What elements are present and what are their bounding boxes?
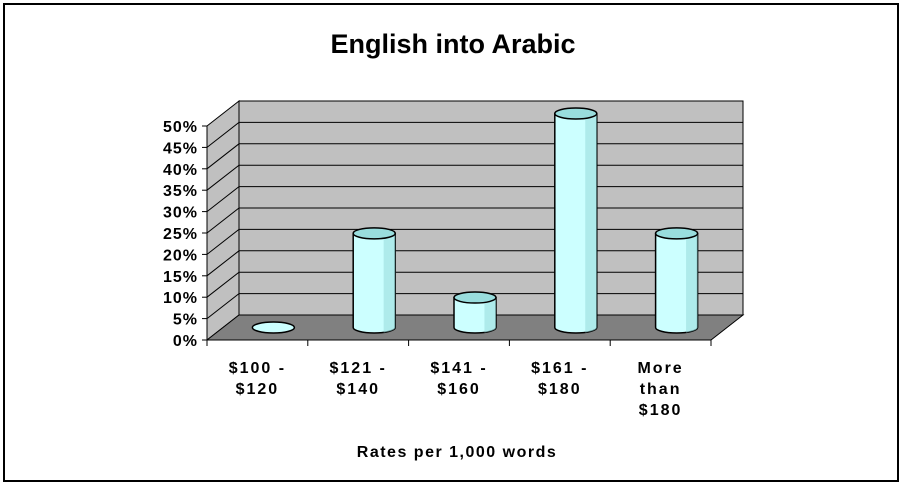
plot-area: 0% 5% 10% 15% 20% 25% 30% 35% 40% 45% 50% $100 - $12… (163, 99, 745, 419)
x-tick-label: $141 - (430, 360, 487, 377)
y-tick-label: 25% (163, 226, 198, 243)
y-tick-label: 10% (163, 290, 198, 307)
y-tick-label: 0% (173, 333, 198, 350)
bar (654, 227, 699, 334)
y-tick-label: 35% (163, 183, 198, 200)
bar-cap (554, 107, 598, 120)
x-tick-label: $140 (336, 381, 380, 398)
bar-shade (585, 113, 597, 333)
y-tick-label: 40% (163, 162, 198, 179)
x-tick-label: than (640, 381, 682, 398)
chart-frame: English into Arabic 0% 5% 10% 15% 20% 25% 30% 3… (3, 3, 899, 482)
x-tick-label: $160 (437, 381, 481, 398)
x-tick-label: $180 (538, 381, 582, 398)
y-tick-label: 15% (163, 269, 198, 286)
bar-shade (686, 233, 698, 333)
bar (352, 227, 396, 334)
chart-svg: English into Arabic 0% 5% 10% 15% 20% 25% 30% 3… (163, 29, 745, 461)
x-tick-label: $180 (639, 402, 683, 419)
y-tick-label: 5% (173, 312, 198, 329)
bar-shade (383, 233, 396, 333)
bar-cap (352, 227, 396, 240)
bar-cap (251, 321, 296, 334)
x-tick-label: More (637, 360, 683, 377)
y-tick-label: 45% (163, 140, 198, 157)
bar-cap (654, 227, 699, 240)
y-tick-label: 20% (163, 247, 198, 264)
bar-cap (453, 291, 497, 304)
y-tick-label: 50% (163, 119, 198, 136)
x-axis-title: Rates per 1,000 words (357, 444, 557, 461)
x-tick-label: $100 - (229, 360, 286, 377)
chart-title: English into Arabic (330, 29, 575, 59)
bar (554, 107, 598, 334)
x-tick-label: $121 - (330, 360, 387, 377)
bar-shade (484, 297, 497, 333)
x-tick-label: $120 (236, 381, 280, 398)
y-tick-label: 30% (163, 205, 198, 222)
bar (251, 321, 296, 334)
x-tick-label: $161 - (531, 360, 588, 377)
bar (453, 291, 497, 334)
